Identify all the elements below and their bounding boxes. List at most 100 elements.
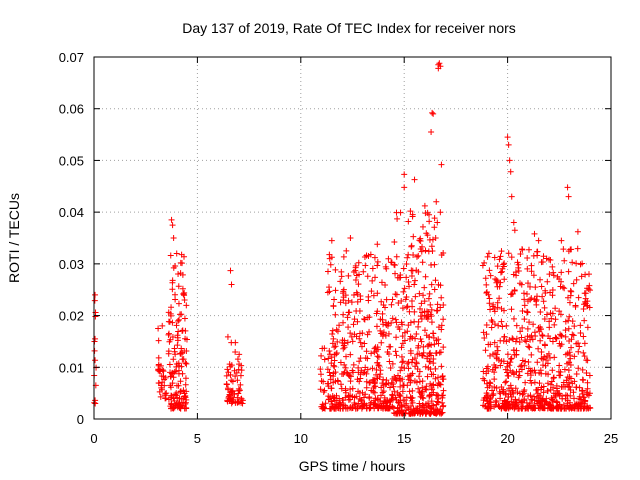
data-point <box>430 330 437 337</box>
data-point <box>337 401 344 408</box>
data-point <box>440 392 447 399</box>
data-point <box>349 338 356 345</box>
data-point <box>366 404 373 411</box>
data-point <box>430 381 437 388</box>
data-point <box>541 304 548 311</box>
data-point <box>360 394 367 401</box>
data-point <box>416 410 423 417</box>
data-point <box>515 268 522 275</box>
data-point <box>560 246 567 253</box>
data-point <box>169 279 176 286</box>
data-point <box>395 324 402 331</box>
data-point <box>567 387 574 394</box>
data-point <box>177 259 184 266</box>
data-point <box>331 357 338 364</box>
data-point <box>550 374 557 381</box>
data-point <box>558 269 565 276</box>
data-point <box>343 369 350 376</box>
data-point <box>361 316 368 323</box>
data-point <box>228 398 235 405</box>
y-tick-label: 0.04 <box>59 205 84 220</box>
data-point <box>540 298 547 305</box>
data-point <box>440 316 447 323</box>
data-point <box>436 60 443 67</box>
data-point <box>407 410 414 417</box>
data-point <box>435 281 442 288</box>
data-point <box>427 301 434 308</box>
data-point <box>546 324 553 331</box>
data-point <box>419 243 426 250</box>
data-point <box>549 292 556 299</box>
data-point <box>349 385 356 392</box>
y-tick-label: 0.07 <box>59 50 84 65</box>
data-point <box>581 317 588 324</box>
data-point <box>397 367 404 374</box>
data-point <box>367 251 374 258</box>
data-point <box>578 399 585 406</box>
data-point <box>345 392 352 399</box>
data-point <box>426 403 433 410</box>
data-point <box>223 380 230 387</box>
data-point <box>423 314 430 321</box>
data-point <box>405 359 412 366</box>
data-point <box>497 337 504 344</box>
data-point <box>508 254 515 261</box>
data-point <box>557 343 564 350</box>
data-point <box>535 345 542 352</box>
data-point <box>524 325 531 332</box>
data-point <box>167 373 174 380</box>
data-point <box>417 336 424 343</box>
data-point <box>422 247 429 254</box>
data-point <box>175 328 182 335</box>
data-point <box>334 377 341 384</box>
data-point <box>524 370 531 377</box>
data-point <box>519 324 526 331</box>
data-point <box>165 330 172 337</box>
data-point <box>565 193 572 200</box>
data-point <box>374 241 381 248</box>
data-point <box>405 322 412 329</box>
data-point <box>403 260 410 267</box>
data-point <box>326 369 333 376</box>
data-point <box>229 398 236 405</box>
data-point <box>355 281 362 288</box>
data-point <box>570 332 577 339</box>
data-point <box>421 202 428 209</box>
data-point <box>520 290 527 297</box>
data-point <box>519 307 526 314</box>
data-point <box>327 376 334 383</box>
data-point <box>553 404 560 411</box>
data-point <box>420 292 427 299</box>
data-point <box>355 364 362 371</box>
data-point <box>390 383 397 390</box>
data-point <box>482 275 489 282</box>
data-point <box>528 262 535 269</box>
data-point <box>225 394 232 401</box>
data-point <box>414 344 421 351</box>
data-point <box>437 63 444 70</box>
data-point <box>518 281 525 288</box>
data-point <box>370 378 377 385</box>
data-point <box>417 237 424 244</box>
data-point <box>557 311 564 318</box>
data-point <box>506 337 513 344</box>
data-point <box>91 347 98 354</box>
data-point <box>499 265 506 272</box>
data-point <box>324 289 331 296</box>
data-point <box>371 349 378 356</box>
data-point <box>363 384 370 391</box>
data-point <box>373 371 380 378</box>
data-point <box>396 392 403 399</box>
data-point <box>577 261 584 268</box>
data-point <box>483 390 490 397</box>
data-point <box>337 359 344 366</box>
data-point <box>494 263 501 270</box>
data-point <box>440 402 447 409</box>
data-point <box>417 305 424 312</box>
data-point <box>510 315 517 322</box>
data-point <box>340 370 347 377</box>
data-point <box>567 355 574 362</box>
data-point <box>429 386 436 393</box>
data-point <box>495 322 502 329</box>
